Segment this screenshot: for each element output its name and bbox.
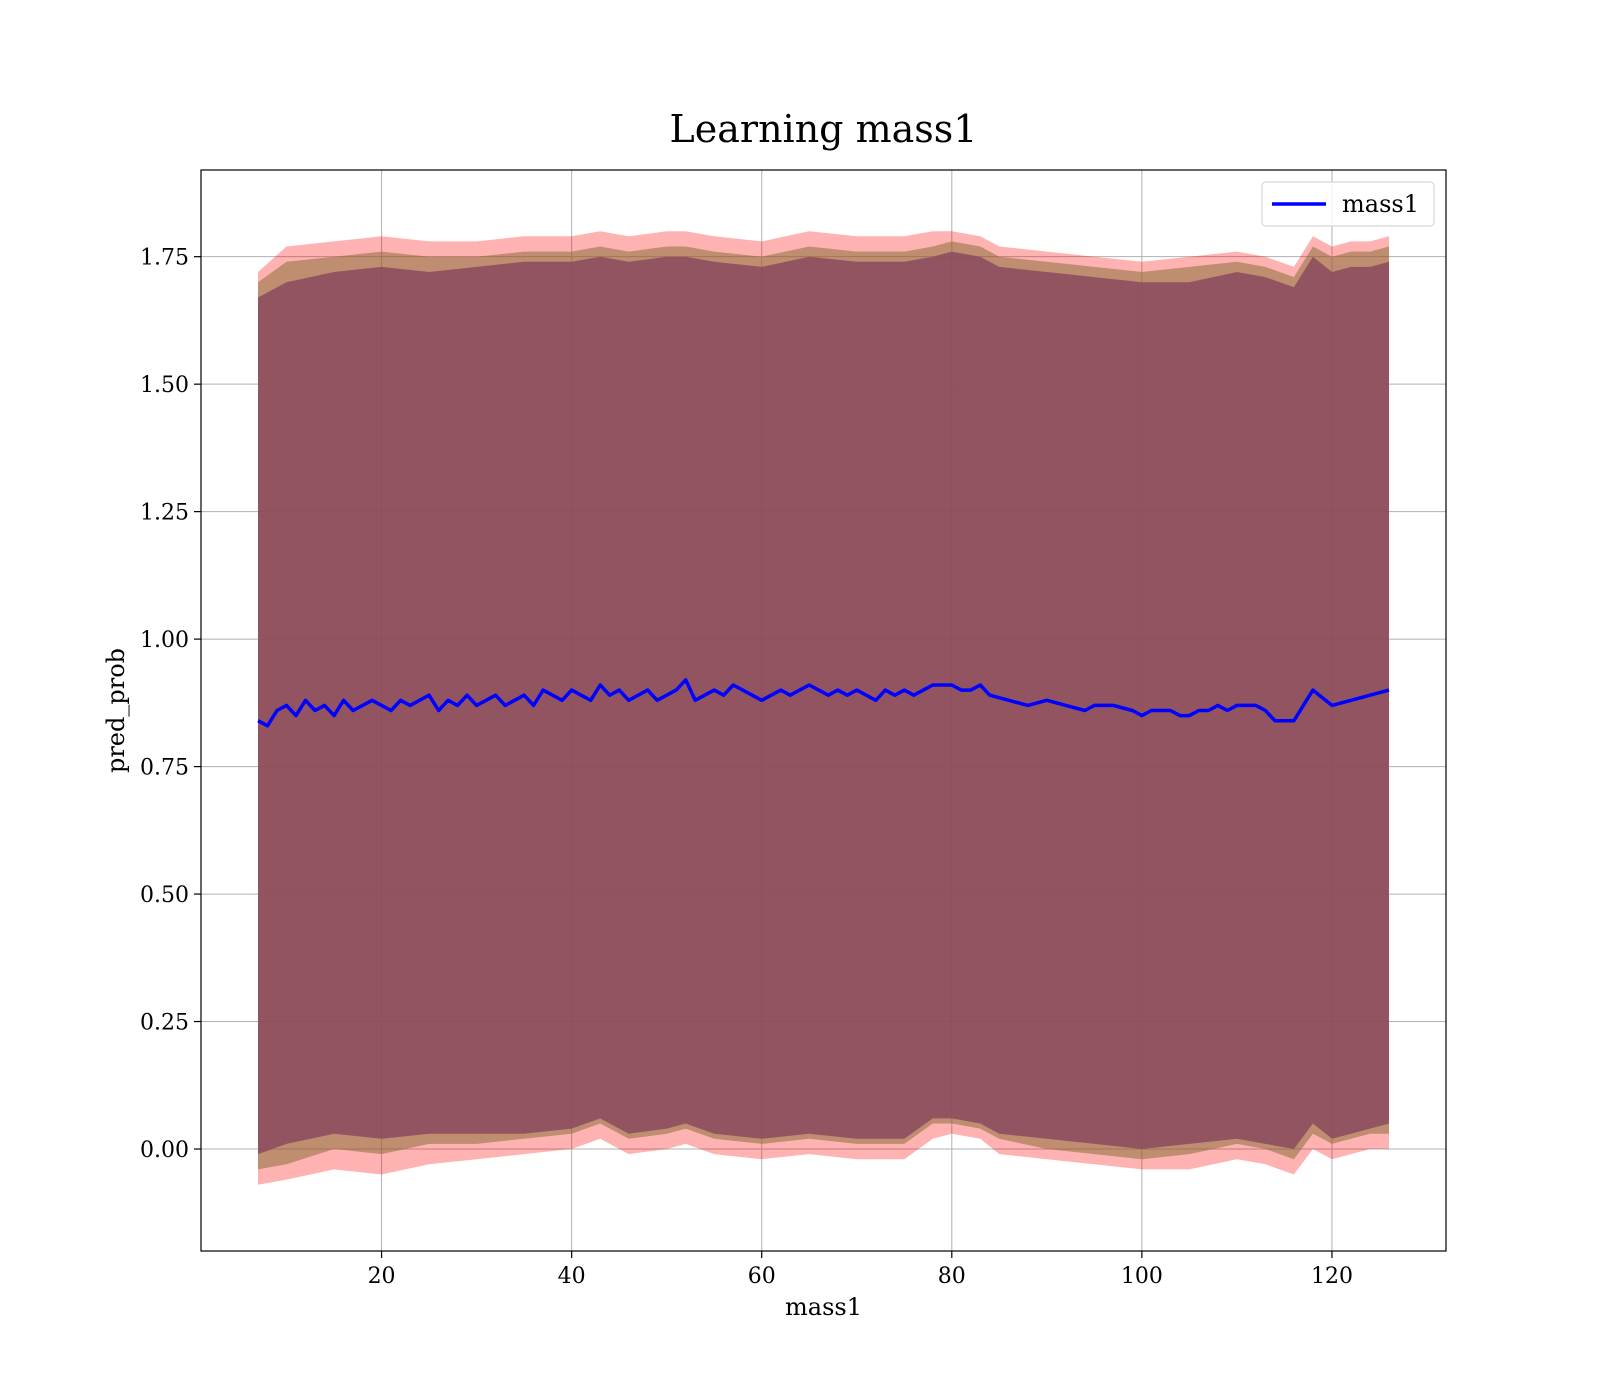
y-tick-label-1: 0.25	[140, 1011, 189, 1036]
plot-frame	[200, 169, 1447, 1252]
uncertainty-band-2	[258, 251, 1389, 1155]
y-tick-label-6: 1.50	[140, 373, 189, 398]
y-tick-label-4: 1.00	[140, 628, 189, 653]
x-tick-label-2: 60	[748, 1264, 776, 1289]
y-tick-label-2: 0.50	[140, 883, 189, 908]
y-tick-label-3: 0.75	[140, 756, 189, 781]
x-tick-label-4: 100	[1121, 1264, 1163, 1289]
x-tick-label-3: 80	[938, 1264, 966, 1289]
x-axis-ticks: 20 40 60 80 100 120	[368, 1251, 1353, 1289]
y-tick-label-0: 0.00	[140, 1138, 189, 1163]
series-line-mass1	[257, 678, 1390, 728]
x-tick-label-5: 120	[1311, 1264, 1353, 1289]
y-tick-label-5: 1.25	[140, 501, 189, 526]
legend-box	[1261, 181, 1435, 227]
uncertainty-bands	[258, 231, 1389, 1185]
x-axis-label: mass1	[785, 1293, 862, 1321]
chart-title: Learning mass1	[670, 107, 978, 151]
x-tick-label-0: 20	[368, 1264, 396, 1289]
y-axis-label: pred_prob	[102, 648, 130, 773]
series-lines	[257, 678, 1390, 728]
x-tick-label-1: 40	[558, 1264, 586, 1289]
legend: mass1	[1261, 181, 1435, 227]
legend-label-mass1: mass1	[1342, 190, 1419, 218]
y-tick-label-7: 1.75	[140, 246, 189, 271]
y-axis-ticks: 0.00 0.25 0.50 0.75 1.00 1.25 1.50 1.75	[140, 246, 201, 1163]
